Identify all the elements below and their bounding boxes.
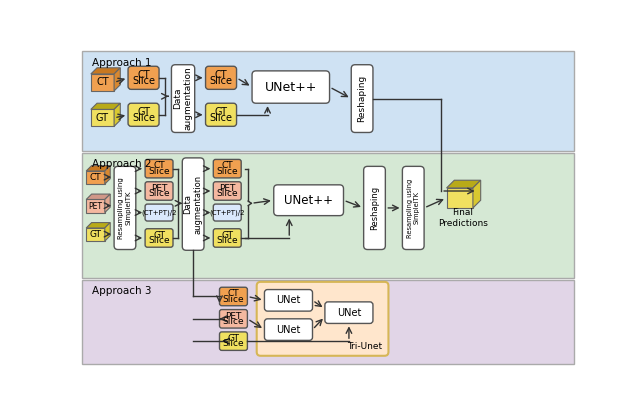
Text: Slice: Slice bbox=[148, 167, 170, 176]
Text: Approach 1: Approach 1 bbox=[92, 58, 151, 68]
Text: Approach 3: Approach 3 bbox=[92, 286, 151, 296]
Text: GT: GT bbox=[153, 231, 165, 240]
FancyBboxPatch shape bbox=[264, 290, 312, 311]
Bar bbox=[81, 51, 575, 151]
FancyBboxPatch shape bbox=[145, 182, 173, 200]
Text: Reshaping: Reshaping bbox=[370, 186, 379, 230]
Text: GT: GT bbox=[90, 231, 102, 239]
Text: CT: CT bbox=[153, 162, 165, 171]
Text: PET: PET bbox=[219, 184, 236, 193]
Text: GT: GT bbox=[214, 107, 228, 117]
FancyBboxPatch shape bbox=[403, 166, 424, 249]
Text: Slice: Slice bbox=[209, 76, 232, 86]
Text: Final
Predictions: Final Predictions bbox=[438, 208, 488, 228]
Bar bbox=[86, 171, 105, 184]
Bar bbox=[91, 109, 114, 126]
Text: Slice: Slice bbox=[209, 113, 232, 123]
Text: PET: PET bbox=[151, 184, 167, 193]
FancyBboxPatch shape bbox=[213, 182, 241, 200]
FancyBboxPatch shape bbox=[145, 229, 173, 247]
FancyBboxPatch shape bbox=[213, 159, 241, 178]
Polygon shape bbox=[447, 180, 481, 188]
Polygon shape bbox=[91, 68, 120, 74]
Text: Slice: Slice bbox=[223, 317, 244, 326]
FancyBboxPatch shape bbox=[220, 287, 248, 306]
FancyBboxPatch shape bbox=[128, 103, 159, 126]
Text: Slice: Slice bbox=[216, 236, 238, 245]
FancyBboxPatch shape bbox=[220, 332, 248, 351]
Text: CT: CT bbox=[137, 70, 150, 80]
Text: CT: CT bbox=[221, 162, 233, 171]
Text: CT: CT bbox=[228, 289, 239, 298]
FancyBboxPatch shape bbox=[220, 309, 248, 328]
Text: Reshaping: Reshaping bbox=[358, 75, 367, 122]
Text: UNet: UNet bbox=[276, 325, 301, 335]
Bar bbox=[447, 188, 473, 208]
FancyBboxPatch shape bbox=[128, 66, 159, 89]
FancyBboxPatch shape bbox=[274, 185, 344, 216]
Text: GT: GT bbox=[96, 113, 109, 123]
Text: Slice: Slice bbox=[216, 167, 238, 176]
FancyBboxPatch shape bbox=[351, 65, 373, 132]
Text: UNet++: UNet++ bbox=[284, 194, 333, 207]
Polygon shape bbox=[86, 194, 110, 199]
Bar bbox=[91, 74, 114, 91]
Text: Resampling using
SimpleITK: Resampling using SimpleITK bbox=[407, 178, 420, 238]
Text: Tri-Unet: Tri-Unet bbox=[347, 342, 382, 351]
Text: Resampling using
SimpleITK: Resampling using SimpleITK bbox=[118, 177, 131, 239]
Text: (CT+PT)/2: (CT+PT)/2 bbox=[209, 209, 245, 216]
Bar bbox=[81, 279, 575, 364]
Text: Slice: Slice bbox=[132, 76, 155, 86]
FancyBboxPatch shape bbox=[213, 204, 241, 221]
Text: CT: CT bbox=[90, 173, 101, 182]
FancyBboxPatch shape bbox=[205, 103, 237, 126]
FancyBboxPatch shape bbox=[213, 229, 241, 247]
Bar bbox=[86, 199, 105, 212]
Text: CT: CT bbox=[215, 70, 227, 80]
FancyBboxPatch shape bbox=[264, 319, 312, 340]
Text: CT: CT bbox=[96, 77, 109, 88]
Polygon shape bbox=[86, 223, 110, 228]
Text: UNet++: UNet++ bbox=[264, 81, 317, 94]
Text: Data
augmentation: Data augmentation bbox=[184, 175, 203, 233]
Text: GT: GT bbox=[221, 231, 233, 240]
Text: (CT+PT)/2: (CT+PT)/2 bbox=[141, 209, 177, 216]
Text: Data
augmentation: Data augmentation bbox=[173, 67, 193, 130]
Bar bbox=[81, 152, 575, 278]
Text: Slice: Slice bbox=[223, 339, 244, 349]
FancyBboxPatch shape bbox=[364, 166, 385, 249]
Text: UNet: UNet bbox=[276, 296, 301, 305]
Text: Slice: Slice bbox=[148, 189, 170, 198]
FancyBboxPatch shape bbox=[145, 159, 173, 178]
Text: GT: GT bbox=[227, 334, 239, 343]
FancyBboxPatch shape bbox=[205, 66, 237, 89]
FancyBboxPatch shape bbox=[145, 204, 173, 221]
Text: GT: GT bbox=[137, 107, 150, 117]
Text: PET: PET bbox=[225, 312, 242, 321]
FancyBboxPatch shape bbox=[252, 71, 330, 103]
Polygon shape bbox=[86, 166, 110, 171]
Text: Approach 2: Approach 2 bbox=[92, 159, 151, 169]
FancyBboxPatch shape bbox=[182, 158, 204, 250]
Polygon shape bbox=[114, 103, 120, 126]
Polygon shape bbox=[105, 223, 110, 241]
Text: PET: PET bbox=[88, 202, 102, 211]
Polygon shape bbox=[91, 103, 120, 109]
Text: Slice: Slice bbox=[223, 295, 244, 304]
FancyBboxPatch shape bbox=[172, 65, 195, 132]
FancyBboxPatch shape bbox=[114, 166, 136, 249]
Text: Slice: Slice bbox=[216, 189, 238, 198]
FancyBboxPatch shape bbox=[257, 282, 388, 356]
Polygon shape bbox=[105, 194, 110, 212]
Bar bbox=[86, 228, 105, 241]
Polygon shape bbox=[473, 180, 481, 208]
FancyBboxPatch shape bbox=[325, 302, 373, 323]
Text: Slice: Slice bbox=[132, 113, 155, 123]
Polygon shape bbox=[114, 68, 120, 91]
Text: UNet: UNet bbox=[337, 308, 361, 318]
Text: Slice: Slice bbox=[148, 236, 170, 245]
Polygon shape bbox=[105, 166, 110, 184]
